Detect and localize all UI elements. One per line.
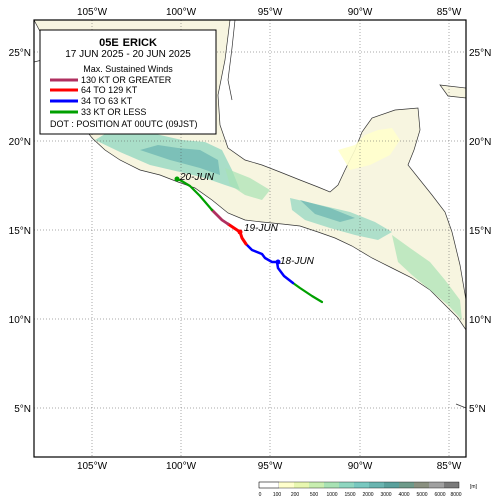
map-area: 20-JUN 19-JUN 18-JUN: [33, 19, 467, 458]
lat-tick-left: 5°N: [14, 404, 31, 415]
track-segment-34-63kt: [244, 242, 295, 285]
track-segment-33kt-or-less-start: [291, 281, 324, 304]
lon-tick-top: 85°W: [437, 7, 462, 18]
legend-label-64-129kt: 64 TO 129 KT: [81, 85, 138, 95]
colorbar-tick: 1500: [344, 492, 355, 498]
storm-title: 05E ERICK: [99, 37, 157, 49]
lat-tick-right: 5°N: [469, 404, 486, 415]
legend-label-130kt: 130 KT OR GREATER: [81, 75, 172, 85]
legend-label-33kt-or-less: 33 KT OR LESS: [81, 107, 146, 117]
lat-tick-right: 25°N: [469, 48, 491, 59]
lat-tick-left: 25°N: [9, 48, 31, 59]
colorbar-tick: 3000: [380, 492, 391, 498]
position-dot-19-jun: [237, 229, 243, 235]
lon-tick-labels-top: 105°W 100°W 95°W 90°W 85°W: [77, 7, 462, 18]
lon-tick-top: 105°W: [77, 7, 108, 18]
date-label-20-jun: 20-JUN: [179, 172, 215, 183]
lat-tick-labels-left: 25°N 20°N 15°N 10°N 5°N: [9, 48, 31, 415]
colorbar-tick: 500: [310, 492, 319, 498]
legend-heading: Max. Sustained Winds: [83, 64, 173, 74]
colorbar-tick: 0: [259, 492, 262, 498]
track-segment-130kt-or-greater: [210, 208, 230, 226]
lat-tick-labels-right: 25°N 20°N 15°N 10°N 5°N: [469, 48, 491, 415]
lat-tick-right: 20°N: [469, 137, 491, 148]
legend-dot-note: DOT : POSITION AT 00UTC (09JST): [50, 119, 198, 129]
elevation-colorbar: 0 100 200 500 1000 1500 2000 3000 4000 5…: [259, 481, 478, 498]
position-dot-20-jun: [174, 176, 180, 182]
colorbar-tick: 2000: [362, 492, 373, 498]
legend-box: 05E ERICK 17 JUN 2025 - 20 JUN 2025 Max. …: [39, 29, 217, 135]
colorbar-tick: 200: [291, 492, 300, 498]
colorbar-tick: 1000: [326, 492, 337, 498]
position-dot-18-jun: [275, 259, 281, 265]
colorbar-unit: [m]: [470, 484, 478, 490]
colorbar-tick: 4000: [398, 492, 409, 498]
date-label-18-jun: 18-JUN: [280, 256, 315, 267]
lon-tick-bottom: 85°W: [437, 461, 462, 472]
map-frame: [33, 19, 467, 458]
lon-tick-labels-bottom: 105°W 100°W 95°W 90°W 85°W: [77, 461, 462, 472]
lat-tick-right: 10°N: [469, 315, 491, 326]
lat-tick-left: 15°N: [9, 226, 31, 237]
storm-track: [174, 176, 324, 304]
colorbar-tick: 8000: [450, 492, 461, 498]
lat-tick-left: 20°N: [9, 137, 31, 148]
storm-period: 17 JUN 2025 - 20 JUN 2025: [65, 49, 191, 60]
lon-tick-bottom: 105°W: [77, 461, 108, 472]
legend-label-34-63kt: 34 TO 63 KT: [81, 96, 133, 106]
lon-tick-bottom: 95°W: [258, 461, 283, 472]
colorbar-tick: 100: [273, 492, 282, 498]
lat-tick-left: 10°N: [9, 315, 31, 326]
lon-tick-top: 100°W: [166, 7, 197, 18]
lon-tick-bottom: 100°W: [166, 461, 197, 472]
date-label-19-jun: 19-JUN: [244, 223, 279, 234]
lon-tick-bottom: 90°W: [348, 461, 373, 472]
colorbar-tick: 6000: [434, 492, 445, 498]
lon-tick-top: 95°W: [258, 7, 283, 18]
lat-tick-right: 15°N: [469, 226, 491, 237]
colorbar-tick: 5000: [416, 492, 427, 498]
lon-tick-top: 90°W: [348, 7, 373, 18]
